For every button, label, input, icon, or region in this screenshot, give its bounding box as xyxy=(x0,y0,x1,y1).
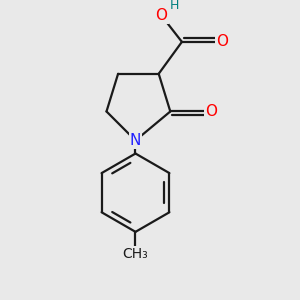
Text: H: H xyxy=(170,0,179,12)
Text: O: O xyxy=(156,8,168,23)
Text: N: N xyxy=(130,133,141,148)
Text: CH₃: CH₃ xyxy=(123,248,148,262)
Text: O: O xyxy=(217,34,229,50)
Text: O: O xyxy=(205,104,217,119)
